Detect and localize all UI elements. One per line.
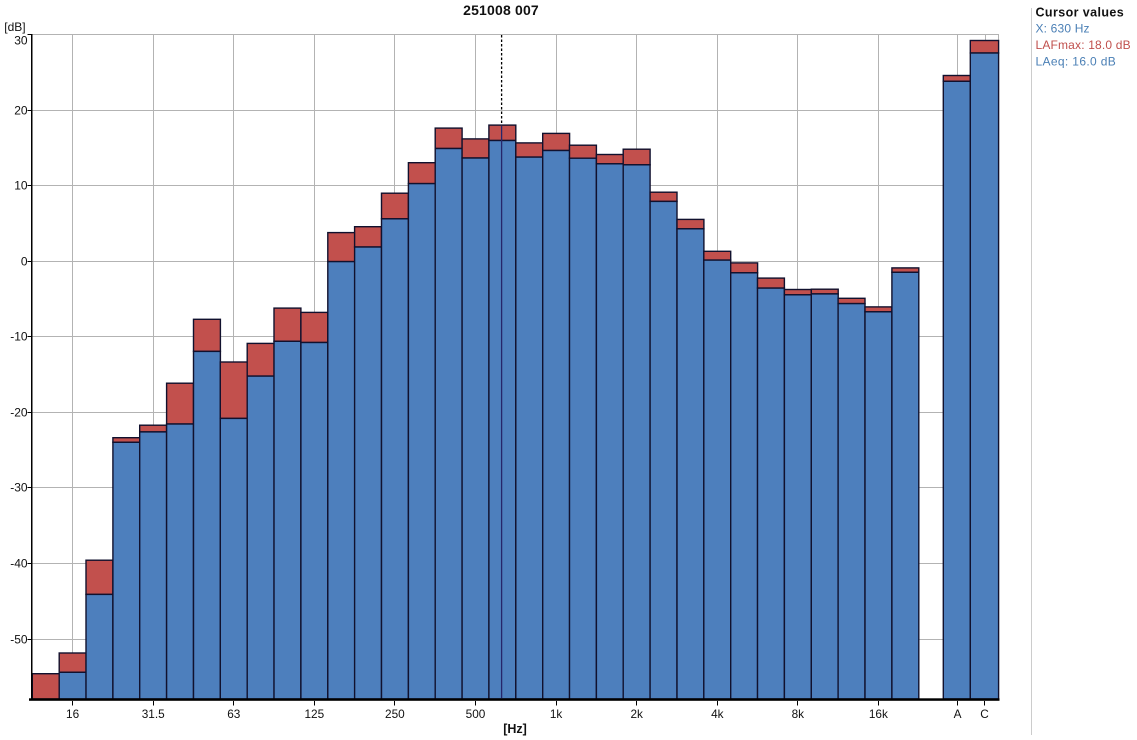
svg-text:10: 10: [14, 179, 28, 193]
svg-text:4k: 4k: [711, 707, 724, 721]
svg-text:125: 125: [304, 707, 324, 721]
svg-text:1k: 1k: [550, 707, 563, 721]
svg-text:A: A: [954, 707, 962, 721]
svg-text:X: 630 Hz: X: 630 Hz: [1036, 22, 1090, 36]
svg-text:16k: 16k: [869, 707, 888, 721]
svg-text:LAFmax: 18.0 dB: LAFmax: 18.0 dB: [1036, 38, 1131, 52]
svg-text:-50: -50: [10, 633, 28, 647]
svg-text:[dB]: [dB]: [4, 20, 25, 34]
svg-text:500: 500: [466, 707, 486, 721]
svg-text:30: 30: [14, 33, 28, 47]
svg-text:20: 20: [14, 104, 28, 118]
svg-text:63: 63: [227, 707, 241, 721]
svg-text:-30: -30: [10, 481, 28, 495]
svg-text:-10: -10: [10, 330, 28, 344]
svg-text:250: 250: [385, 707, 405, 721]
svg-text:LAeq: 16.0 dB: LAeq: 16.0 dB: [1036, 54, 1117, 68]
svg-text:-20: -20: [10, 406, 28, 420]
svg-text:2k: 2k: [630, 707, 643, 721]
svg-text:Cursor values: Cursor values: [1036, 5, 1125, 19]
svg-text:-40: -40: [10, 557, 28, 571]
svg-text:8k: 8k: [792, 707, 805, 721]
svg-text:16: 16: [66, 707, 80, 721]
svg-text:C: C: [980, 707, 989, 721]
svg-text:[Hz]: [Hz]: [503, 722, 527, 736]
svg-text:31.5: 31.5: [142, 707, 165, 721]
svg-text:251008 007: 251008 007: [463, 2, 539, 18]
svg-text:0: 0: [21, 255, 28, 269]
